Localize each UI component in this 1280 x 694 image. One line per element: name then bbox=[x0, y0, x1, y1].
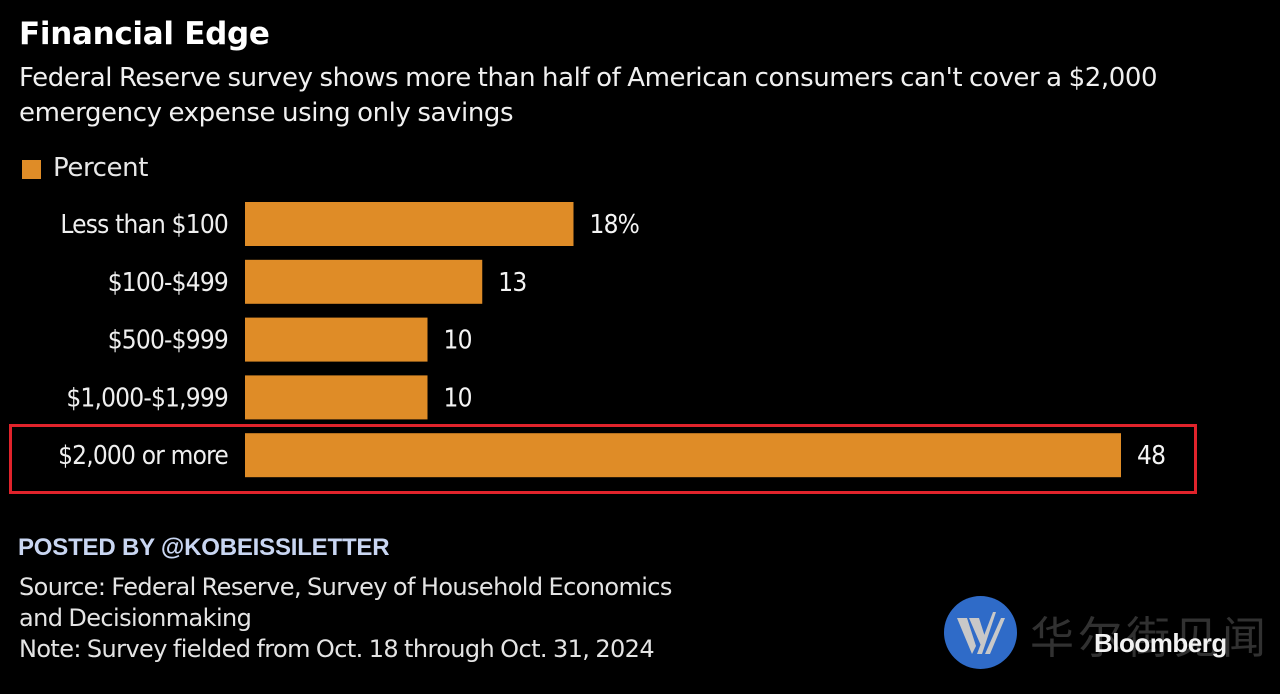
note-line: Note: Survey fielded from Oct. 18 throug… bbox=[19, 635, 655, 663]
category-label-3: $1,000-$1,999 bbox=[66, 383, 228, 413]
bar-1 bbox=[245, 259, 483, 304]
value-label-3: 10 bbox=[444, 383, 472, 413]
legend-swatch bbox=[22, 159, 41, 179]
watermark: 华尔街见闻 Bloomberg bbox=[944, 596, 1266, 669]
value-label-0: 18% bbox=[590, 210, 640, 240]
value-label-2: 10 bbox=[444, 326, 472, 356]
footnotes: Source: Federal Reserve, Survey of House… bbox=[19, 572, 672, 665]
bar-4 bbox=[245, 433, 1121, 478]
category-label-4: $2,000 or more bbox=[58, 441, 228, 471]
w-logo-glyph bbox=[956, 611, 1005, 654]
category-labels: Less than $100 $100-$499 $500-$999 $1,000-$… bbox=[58, 210, 229, 471]
chart-title: Financial Edge bbox=[19, 16, 270, 52]
bar-3 bbox=[245, 375, 428, 420]
category-label-0: Less than $100 bbox=[60, 210, 228, 240]
category-label-2: $500-$999 bbox=[108, 326, 228, 356]
bloomberg-logo: Bloomberg bbox=[1094, 628, 1227, 658]
value-labels: 18% 13 10 10 48 bbox=[444, 210, 1166, 471]
watermark-chinese-text: 华尔街见闻 bbox=[1030, 613, 1270, 664]
wallstreetcn-logo-icon bbox=[944, 596, 1017, 669]
value-label-4: 48 bbox=[1137, 441, 1165, 471]
bar-2 bbox=[245, 317, 428, 362]
posted-by: POSTED BY @KOBEISSILETTER bbox=[18, 534, 390, 561]
value-label-1: 13 bbox=[498, 268, 526, 298]
chart-subtitle: Federal Reserve survey shows more than h… bbox=[19, 63, 1158, 128]
category-label-1: $100-$499 bbox=[108, 268, 228, 298]
legend-label: Percent bbox=[53, 153, 149, 183]
source-line-1: Source: Federal Reserve, Survey of House… bbox=[19, 573, 672, 601]
source-line-2: and Decisionmaking bbox=[19, 604, 252, 632]
bars-group bbox=[245, 202, 1121, 478]
bar-0 bbox=[245, 202, 574, 246]
legend: Percent bbox=[22, 153, 148, 183]
